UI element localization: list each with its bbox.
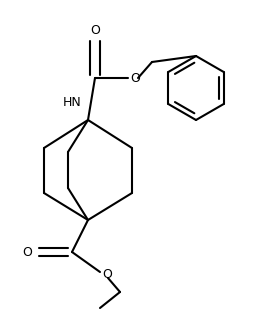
Text: O: O	[22, 246, 32, 258]
Text: O: O	[102, 268, 112, 280]
Text: O: O	[130, 72, 140, 84]
Text: O: O	[90, 24, 100, 36]
Text: HN: HN	[63, 95, 81, 109]
